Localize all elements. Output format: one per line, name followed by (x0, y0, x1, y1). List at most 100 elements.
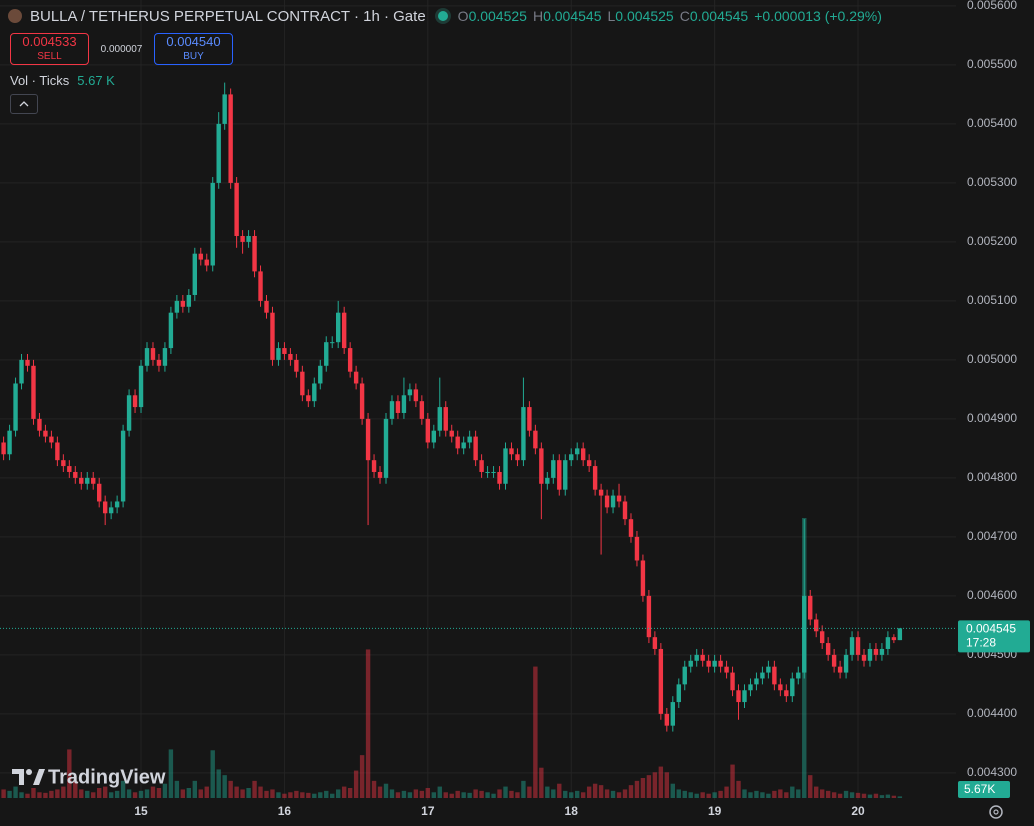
volume-bar (347, 788, 353, 798)
settings-icon[interactable] (989, 805, 1003, 819)
y-tick-label: 0.004900 (967, 411, 1017, 425)
volume-bar (276, 792, 281, 798)
candle-body (330, 342, 335, 344)
candle-body (341, 312, 347, 349)
volume-bar (814, 786, 819, 798)
volume-bar (885, 794, 891, 798)
candle-body (676, 684, 681, 703)
candle-body (347, 348, 353, 372)
volume-bar (359, 755, 365, 798)
volume-bar (371, 780, 377, 798)
candle-body (79, 477, 84, 484)
candle-body (312, 383, 317, 402)
volume-bar (485, 792, 490, 798)
candle-body (742, 690, 747, 703)
volume-bar (186, 788, 192, 798)
candle-body (419, 401, 425, 419)
candle-body (790, 678, 795, 697)
volume-bar (97, 788, 102, 798)
candle-body (19, 359, 24, 384)
candle-body (389, 401, 395, 419)
candle-body (837, 666, 843, 673)
candle-body (365, 418, 371, 461)
volume-bar (7, 790, 12, 798)
candle-body (258, 271, 263, 301)
volume-bar (389, 789, 395, 798)
volume-bar (527, 786, 532, 798)
volume-bar (324, 790, 329, 798)
y-tick-label: 0.005200 (967, 234, 1017, 248)
volume-bar (300, 792, 305, 798)
sell-button[interactable]: 0.004533 SELL (10, 33, 89, 65)
ohlc-label: H (532, 8, 544, 24)
volume-bar (108, 792, 114, 798)
y-tick-label: 0.005600 (967, 0, 1017, 12)
candle-body (533, 430, 538, 449)
volume-bar (652, 772, 658, 798)
volume-bar (819, 789, 825, 798)
volume-bar (772, 790, 777, 798)
candle-body (240, 235, 245, 242)
candle-body (300, 371, 305, 396)
candle-body (168, 312, 174, 349)
candle-body (563, 460, 568, 490)
buy-button[interactable]: 0.004540 BUY (154, 33, 233, 65)
volume-bar (688, 792, 693, 798)
candle-body (443, 407, 448, 431)
buy-label[interactable]: BUY (183, 51, 204, 62)
sell-label[interactable]: SELL (37, 51, 62, 62)
candle-body (425, 418, 431, 443)
volume-bar (312, 793, 317, 798)
candle-body (814, 619, 819, 632)
volume-bar (545, 786, 550, 798)
collapse-button[interactable] (10, 94, 38, 114)
settings-icon[interactable] (993, 809, 999, 815)
buy-price[interactable]: 0.004540 (166, 34, 221, 49)
candle-body (114, 501, 120, 508)
volume-bar (479, 790, 484, 798)
volume-bar (575, 790, 580, 798)
volume-bar (569, 792, 574, 798)
candle-body (264, 300, 269, 313)
ohlc-value: 0.004525 (468, 8, 527, 24)
candle-body (407, 389, 413, 396)
sell-price[interactable]: 0.004533 (22, 34, 77, 49)
candle-body (49, 436, 54, 443)
volume-bar (31, 788, 36, 798)
settings-button[interactable] (989, 805, 1003, 819)
candle-body (132, 395, 138, 408)
candle-body (336, 312, 341, 343)
candle-body (527, 407, 532, 431)
price-tag-countdown: 17:28 (966, 635, 996, 649)
chevron[interactable] (19, 101, 29, 107)
volume-bar (377, 786, 383, 798)
candle-body (652, 637, 658, 649)
volume-bar (19, 792, 24, 798)
volume-bar (413, 789, 419, 798)
candle-body (682, 666, 687, 685)
candle-body (473, 436, 478, 461)
candle-body (885, 637, 891, 649)
candle-body (867, 648, 873, 661)
volume-bar (586, 786, 592, 798)
volume-bar (306, 792, 311, 798)
volume-bar (61, 786, 66, 798)
volume-bar (879, 795, 885, 798)
candle-body (575, 448, 580, 455)
volume-bar (473, 789, 478, 798)
candle-body (778, 684, 783, 691)
volume-bar (294, 790, 299, 798)
x-tick-label: 17 (421, 804, 435, 818)
symbol-title[interactable]: BULLA / TETHERUS PERPETUAL CONTRACT · 1h… (30, 7, 426, 25)
volume-bar (754, 790, 759, 798)
volume-bar (843, 790, 849, 798)
volume-bar (557, 783, 562, 798)
candle-body (479, 460, 484, 472)
candle-body (545, 477, 550, 484)
candle-body (646, 595, 652, 638)
ohlc-label: O (457, 8, 469, 24)
candle-body (61, 460, 66, 467)
candle-body (760, 672, 765, 679)
ohlc-label: L (607, 8, 616, 24)
